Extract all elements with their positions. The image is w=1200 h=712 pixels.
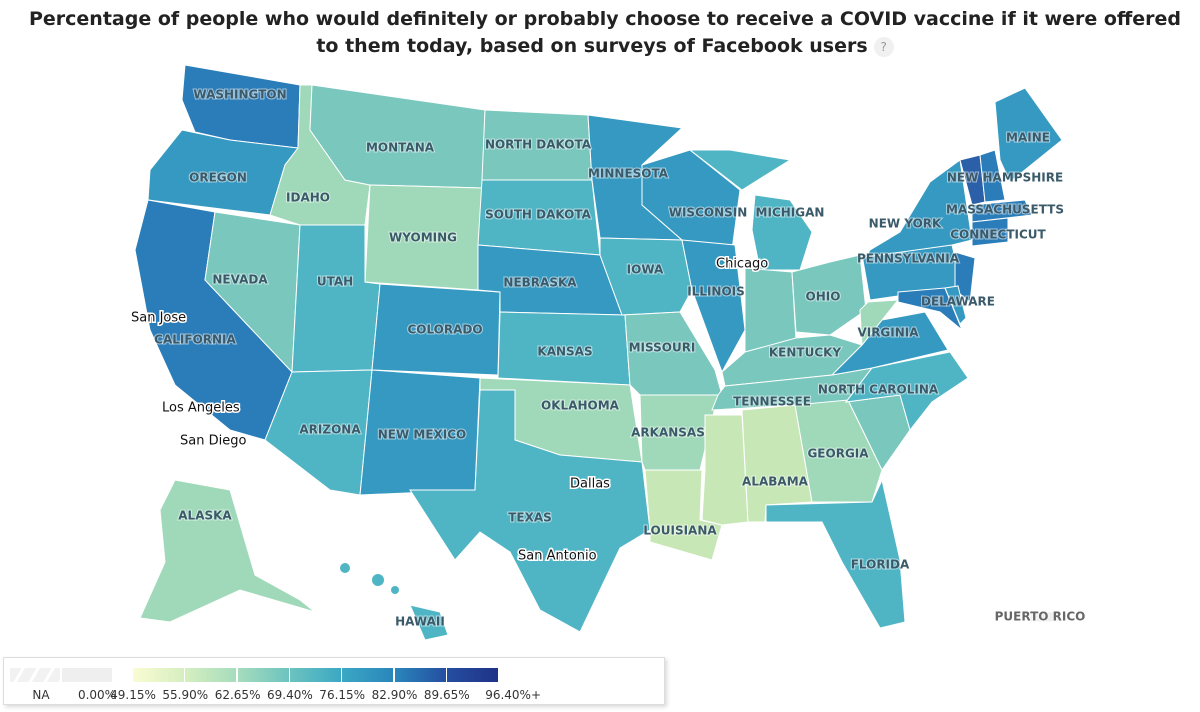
state-louisiana[interactable] <box>644 469 723 561</box>
legend-swatch <box>133 668 184 682</box>
state-label: WYOMING <box>389 231 457 245</box>
state-hawaii[interactable] <box>409 604 449 641</box>
state-hawaii-island[interactable] <box>391 586 399 594</box>
state-label: MISSOURI <box>629 341 696 355</box>
title-text: Percentage of people who would definitel… <box>28 8 1182 57</box>
state-connecticut[interactable] <box>971 217 1009 247</box>
state-label: MASSACHUSETTS <box>946 203 1064 217</box>
legend-swatch <box>289 668 341 682</box>
state-label: OREGON <box>189 171 247 185</box>
legend-swatch <box>342 668 394 682</box>
state-maryland[interactable] <box>897 287 963 331</box>
state-label: DELAWARE <box>921 295 995 309</box>
state-label: NEBRASKA <box>503 276 577 290</box>
state-label: COLORADO <box>407 323 482 337</box>
legend-tick: 69.40% <box>267 688 313 702</box>
legend-swatch-zero <box>62 668 112 682</box>
state-label: NORTH CAROLINA <box>818 383 939 397</box>
state-label: ALASKA <box>178 509 232 523</box>
state-label: ALABAMA <box>742 475 809 489</box>
state-label: GEORGIA <box>807 447 869 461</box>
state-label: NEW HAMPSHIRE <box>947 171 1063 185</box>
state-label: CONNECTICUT <box>950 228 1046 242</box>
legend-tick: 76.15% <box>319 688 366 702</box>
state-label: KENTUCKY <box>769 346 842 360</box>
state-massachusetts[interactable] <box>971 199 1033 223</box>
state-label: TEXAS <box>508 511 552 525</box>
help-icon[interactable]: ? <box>873 36 894 57</box>
state-label: ILLINOIS <box>687 285 745 299</box>
state-texas[interactable] <box>409 389 651 633</box>
legend-tick: 62.65% <box>214 688 261 702</box>
state-label: MICHIGAN <box>756 206 825 220</box>
state-label: SOUTH DAKOTA <box>485 208 591 222</box>
city-label: San Antonio <box>518 549 597 564</box>
state-label: NEVADA <box>212 273 268 287</box>
city-label: Los Angeles <box>162 401 240 416</box>
state-label: PUERTO RICO <box>995 610 1086 624</box>
state-label: CALIFORNIA <box>154 333 236 347</box>
state-label: MAINE <box>1006 131 1050 145</box>
legend-tick: 89.65% <box>423 688 470 702</box>
state-puerto-rico[interactable] <box>1029 611 1061 623</box>
legend-tick: 55.90% <box>162 688 209 702</box>
city-label: Dallas <box>570 477 610 492</box>
legend-swatch <box>185 668 237 682</box>
city-label: San Diego <box>180 434 246 449</box>
state-label: HAWAII <box>395 615 445 629</box>
legend: NA 0.00% 49.15% 55.90% 62.65% 69.40% 76.15% 82.… <box>3 657 665 705</box>
state-alaska[interactable] <box>139 479 316 623</box>
state-label: UTAH <box>317 275 353 289</box>
map-title: Percentage of people who would definitel… <box>20 6 1190 60</box>
legend-tick: 96.40%+ <box>485 688 541 702</box>
state-maine[interactable] <box>994 87 1063 183</box>
state-label: TENNESSEE <box>733 395 811 409</box>
state-label: NEW MEXICO <box>378 428 467 442</box>
legend-swatch <box>237 668 289 682</box>
legend-swatch <box>446 668 498 682</box>
state-label: OKLAHOMA <box>541 399 620 413</box>
city-label: Chicago <box>716 257 768 272</box>
legend-label-zero: 0.00% <box>77 688 117 702</box>
state-label: VIRGINIA <box>857 326 919 340</box>
state-label: IDAHO <box>286 191 330 205</box>
legend-swatch-na <box>10 668 60 682</box>
state-label: MINNESOTA <box>588 167 669 181</box>
state-new-jersey[interactable] <box>954 251 976 303</box>
state-label: FLORIDA <box>851 558 910 572</box>
state-arizona[interactable] <box>264 369 373 496</box>
state-label: KANSAS <box>537 345 592 359</box>
state-label: NORTH DAKOTA <box>485 138 592 152</box>
state-mississippi[interactable] <box>701 414 749 526</box>
legend-label-na: NA <box>32 688 50 702</box>
state-label: MONTANA <box>366 141 435 155</box>
legend-swatch <box>394 668 446 682</box>
state-label: WASHINGTON <box>193 88 286 102</box>
state-hawaii-island[interactable] <box>372 574 384 586</box>
state-label: PENNSYLVANIA <box>857 252 960 266</box>
state-label: WISCONSIN <box>669 206 748 220</box>
state-new-york[interactable] <box>865 159 973 258</box>
state-label: LOUISIANA <box>643 524 717 538</box>
state-delaware[interactable] <box>944 285 967 325</box>
state-hawaii-island[interactable] <box>340 563 350 573</box>
state-label: ARIZONA <box>299 423 361 437</box>
state-new-hampshire[interactable] <box>979 149 1006 203</box>
state-florida[interactable] <box>765 478 906 629</box>
state-michigan[interactable] <box>688 149 792 191</box>
state-illinois[interactable] <box>681 239 746 374</box>
state-indiana[interactable] <box>744 267 797 353</box>
state-west-virginia[interactable] <box>859 299 900 347</box>
city-label: San Jose <box>131 311 186 326</box>
legend-tick: 49.15% <box>110 688 156 702</box>
legend-tick: 82.90% <box>371 688 418 702</box>
state-label: NEW YORK <box>869 217 942 231</box>
state-label: OHIO <box>806 290 841 304</box>
state-label: IOWA <box>627 263 664 277</box>
state-label: ARKANSAS <box>631 426 705 440</box>
